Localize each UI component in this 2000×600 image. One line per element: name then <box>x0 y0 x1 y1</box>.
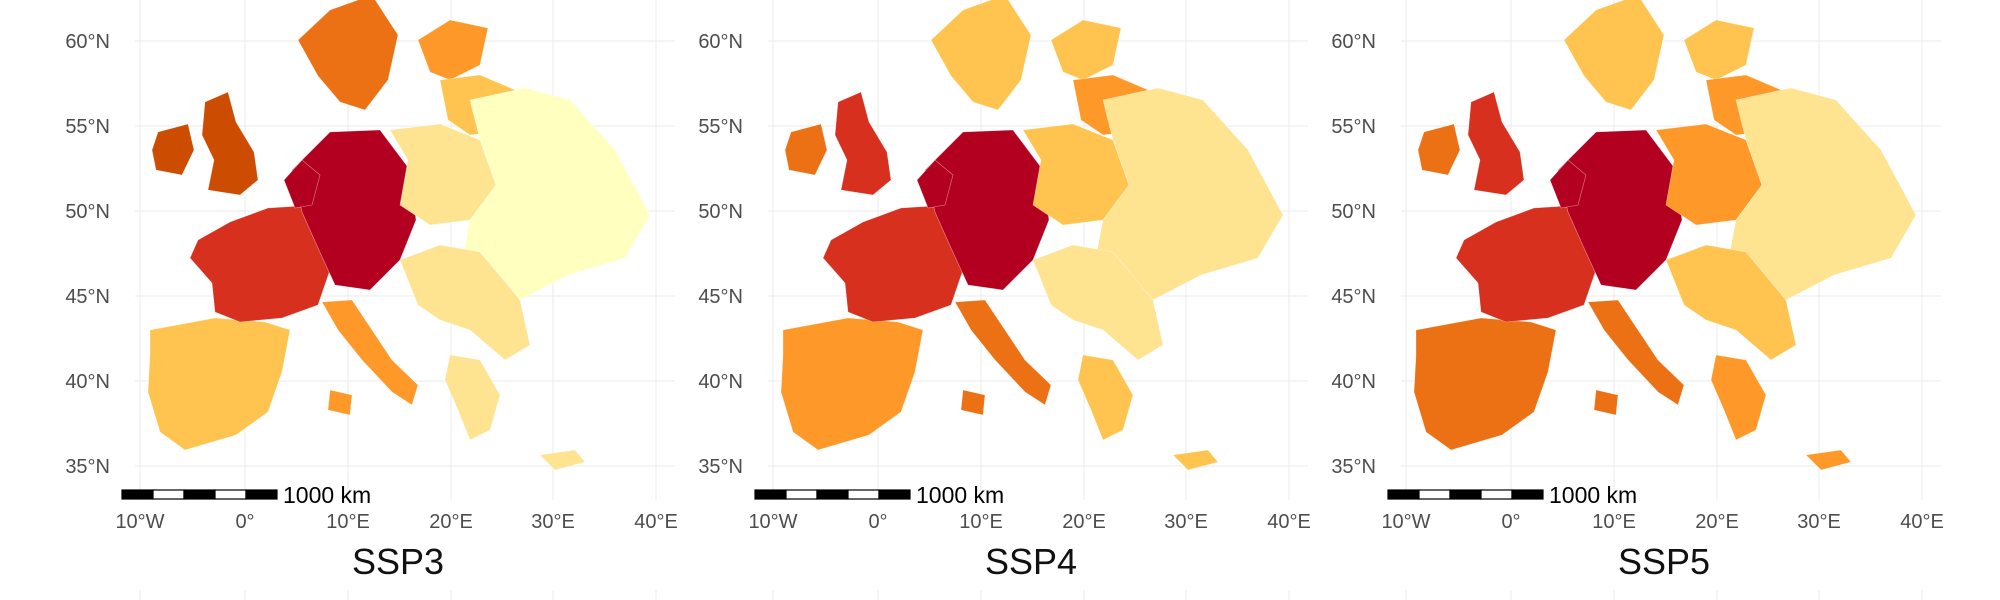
lon-tick-label: 0° <box>868 511 887 533</box>
scale-bar-segment <box>754 489 787 500</box>
lon-tick-label: 10°E <box>959 511 1003 533</box>
region-balkans <box>1665 244 1797 361</box>
lon-tick-label: 10°E <box>326 511 370 533</box>
scale-bar-label: 1000 km <box>283 482 371 508</box>
lat-tick-label: 50°N <box>1331 201 1376 223</box>
lat-tick-label: 40°N <box>65 371 110 393</box>
scale-bar-segment <box>816 489 849 500</box>
scale-bar: 1000 km <box>121 482 371 508</box>
lat-tick-label: 60°N <box>1331 31 1376 53</box>
lat-tick-label: 60°N <box>65 31 110 53</box>
scale-bar-segment <box>1449 489 1482 500</box>
lon-tick-label: 10°W <box>115 511 164 533</box>
region-finland <box>417 19 489 81</box>
scale-bar-segment <box>847 489 880 500</box>
lon-tick-label: 40°E <box>1267 511 1311 533</box>
scale-bar-segment <box>1511 489 1544 500</box>
lon-tick-label: 10°E <box>1592 511 1636 533</box>
region-benelux <box>283 159 321 209</box>
scale-bar-segment <box>183 489 216 500</box>
lon-tick-label: 20°E <box>429 511 473 533</box>
lon-tick-label: 10°W <box>1381 511 1430 533</box>
region-finland <box>1050 19 1122 81</box>
scale-bar-label: 1000 km <box>916 482 1004 508</box>
lon-tick-label: 30°E <box>1797 511 1841 533</box>
scale-bar-segment <box>214 489 247 500</box>
lon-tick-label: 40°E <box>634 511 678 533</box>
map-panel-ssp4: 60°N 55°N 50°N 45°N 40°N 35°N 10°W 0° 10°E 20°E 30… <box>698 0 1311 600</box>
region-iberia <box>147 317 291 451</box>
region-scandinavia <box>297 0 399 111</box>
lat-tick-label: 45°N <box>1331 286 1376 308</box>
scale-bar-segment <box>152 489 185 500</box>
region-greece <box>1710 354 1852 471</box>
lat-tick-label: 35°N <box>1331 456 1376 478</box>
region-france <box>1455 205 1597 323</box>
scale-bar-label: 1000 km <box>1549 482 1637 508</box>
scale-bar-segment <box>245 489 278 500</box>
lat-tick-label: 35°N <box>698 456 743 478</box>
lon-tick-label: 20°E <box>1695 511 1739 533</box>
region-greece <box>444 354 586 471</box>
map-panel-ssp3: 60°N 55°N 50°N 45°N 40°N 35°N 10°W 0° 10°E 20°E 30… <box>65 0 678 600</box>
region-benelux <box>916 159 954 209</box>
panel-title: SSP3 <box>352 541 444 582</box>
lon-tick-label: 30°E <box>1164 511 1208 533</box>
region-scandinavia <box>1563 0 1665 111</box>
lon-tick-label: 30°E <box>531 511 575 533</box>
lat-tick-label: 55°N <box>698 116 743 138</box>
scale-bar: 1000 km <box>754 482 1004 508</box>
region-benelux <box>1549 159 1587 209</box>
scale-bar-segment <box>1387 489 1420 500</box>
panel-title: SSP4 <box>985 541 1077 582</box>
region-france <box>189 205 331 323</box>
lat-tick-label: 60°N <box>698 31 743 53</box>
region-italy <box>1587 299 1685 416</box>
scale-bar-segment <box>878 489 911 500</box>
region-britain <box>1467 91 1525 196</box>
map-regions <box>147 0 651 471</box>
lat-tick-label: 45°N <box>698 286 743 308</box>
lat-tick-label: 50°N <box>698 201 743 223</box>
map-regions <box>1413 0 1917 471</box>
lon-tick-label: 40°E <box>1900 511 1944 533</box>
region-france <box>822 205 964 323</box>
scale-bar-segment <box>1480 489 1513 500</box>
region-balkans <box>1032 244 1164 361</box>
scale-bar-segment <box>121 489 154 500</box>
region-ireland <box>151 123 195 176</box>
lon-tick-label: 10°W <box>748 511 797 533</box>
region-italy <box>321 299 419 416</box>
lat-tick-label: 40°N <box>698 371 743 393</box>
region-ireland <box>1417 123 1461 176</box>
lat-tick-label: 35°N <box>65 456 110 478</box>
region-britain <box>834 91 892 196</box>
map-regions <box>780 0 1284 471</box>
lon-tick-label: 0° <box>1501 511 1520 533</box>
region-italy <box>954 299 1052 416</box>
panel-title: SSP5 <box>1618 541 1710 582</box>
lat-tick-label: 50°N <box>65 201 110 223</box>
region-scandinavia <box>930 0 1032 111</box>
region-britain <box>201 91 259 196</box>
lon-tick-label: 20°E <box>1062 511 1106 533</box>
lat-tick-label: 55°N <box>65 116 110 138</box>
lon-tick-label: 0° <box>235 511 254 533</box>
region-balkans <box>399 244 531 361</box>
map-panel-ssp5: 60°N 55°N 50°N 45°N 40°N 35°N 10°W 0° 10°E 20°E 30… <box>1331 0 1944 600</box>
region-ireland <box>784 123 828 176</box>
lat-tick-label: 55°N <box>1331 116 1376 138</box>
region-greece <box>1077 354 1219 471</box>
scale-bar: 1000 km <box>1387 482 1637 508</box>
lat-tick-label: 45°N <box>65 286 110 308</box>
region-finland <box>1683 19 1755 81</box>
region-iberia <box>1413 317 1557 451</box>
lat-tick-label: 40°N <box>1331 371 1376 393</box>
scale-bar-segment <box>785 489 818 500</box>
scale-bar-segment <box>1418 489 1451 500</box>
region-iberia <box>780 317 924 451</box>
